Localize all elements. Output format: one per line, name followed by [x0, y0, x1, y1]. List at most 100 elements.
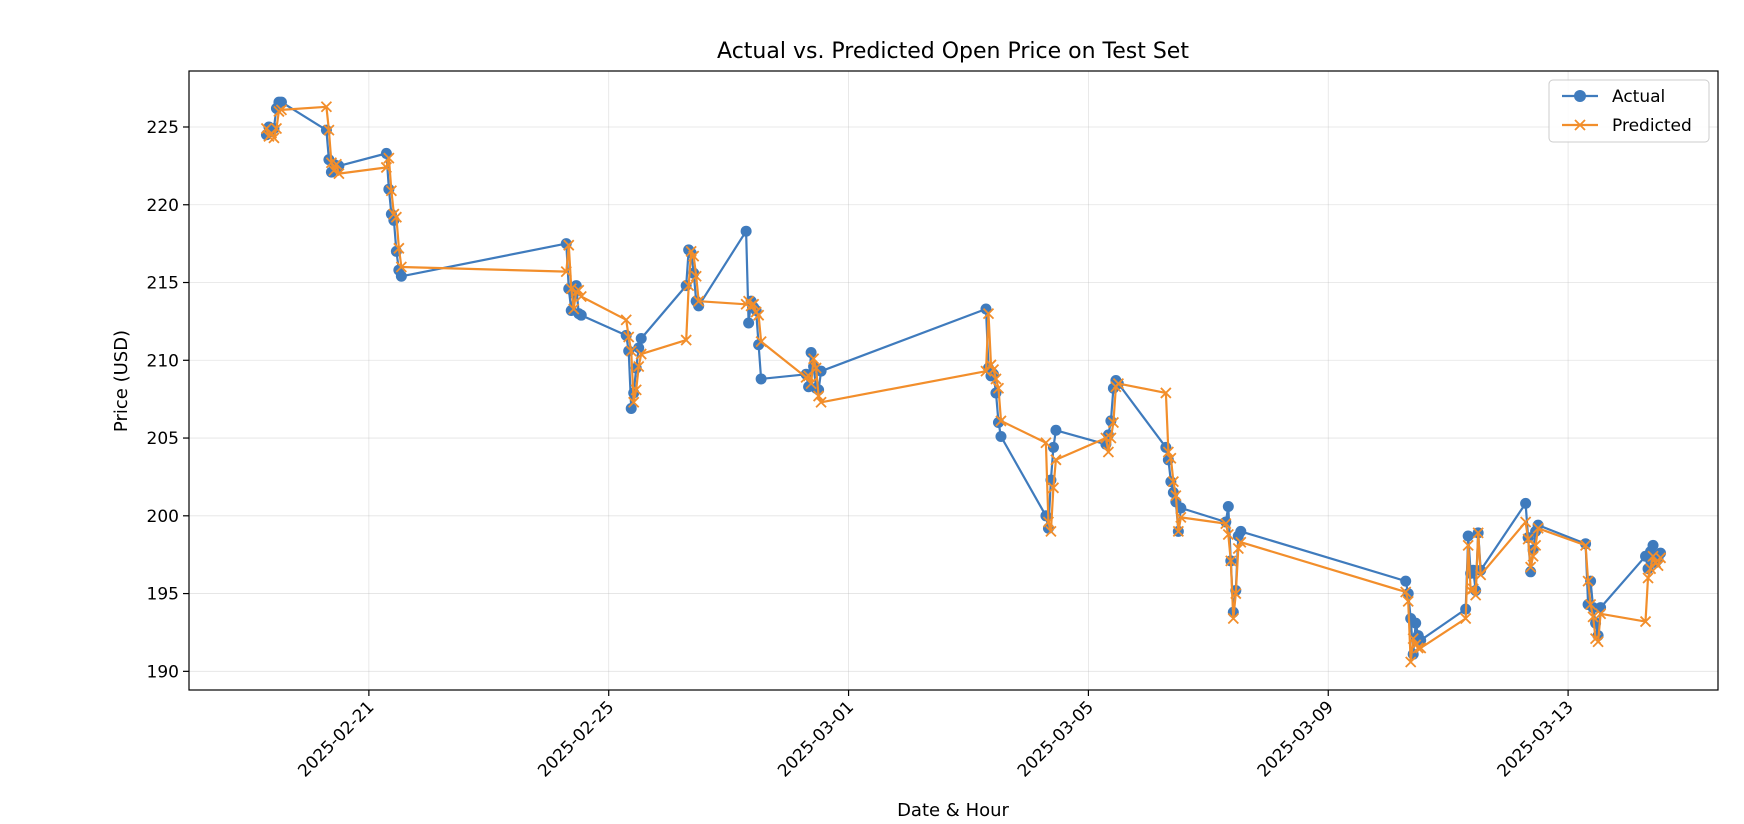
- series-actual: [260, 96, 1667, 660]
- y-axis: 190 195 200 205 210 215 220 225: [147, 118, 189, 682]
- data-point: [1407, 633, 1419, 645]
- data-point: [1227, 612, 1239, 625]
- series-layer: [260, 96, 1667, 668]
- data-point: [990, 373, 1002, 385]
- data-point: [992, 382, 1005, 394]
- data-point: [1235, 536, 1247, 548]
- y-tick-label: 200: [147, 507, 179, 527]
- data-point: [393, 242, 405, 254]
- data-point: [385, 185, 398, 197]
- data-point: [268, 132, 280, 144]
- data-point: [1112, 377, 1125, 390]
- data-point: [1412, 642, 1424, 654]
- data-point: [807, 353, 820, 365]
- data-point: [633, 342, 645, 354]
- y-tick-label: 210: [147, 351, 179, 371]
- data-point: [1595, 602, 1607, 614]
- data-point: [980, 303, 992, 315]
- data-point: [1400, 586, 1412, 598]
- x-tick-label: 2025-03-13: [1494, 697, 1578, 781]
- x-tick-label: 2025-03-01: [774, 697, 858, 781]
- x-tick-label: 2025-03-05: [1014, 697, 1098, 781]
- data-point: [623, 331, 635, 343]
- data-point: [1470, 589, 1482, 601]
- data-point: [1230, 587, 1242, 600]
- data-point: [755, 335, 767, 348]
- data-point: [1225, 555, 1237, 567]
- data-point: [563, 239, 575, 251]
- data-point: [680, 334, 692, 346]
- data-point: [1582, 575, 1594, 587]
- y-tick-label: 195: [147, 585, 179, 605]
- data-point: [1400, 575, 1412, 587]
- data-point: [1220, 517, 1232, 530]
- data-point: [1652, 559, 1664, 572]
- data-point: [1107, 416, 1120, 429]
- data-point: [755, 373, 767, 385]
- data-point: [805, 377, 817, 390]
- data-point: [1592, 636, 1604, 648]
- data-point: [625, 345, 637, 357]
- data-point: [1050, 424, 1062, 436]
- data-point: [1235, 525, 1247, 537]
- data-point: [1642, 572, 1654, 584]
- data-point: [573, 284, 585, 296]
- data-point: [805, 347, 817, 359]
- data-point: [635, 333, 647, 345]
- y-tick-label: 215: [147, 274, 179, 294]
- legend-marker: [1574, 119, 1586, 131]
- data-point: [815, 396, 827, 408]
- data-point: [1167, 475, 1179, 488]
- data-point: [1584, 598, 1597, 611]
- data-point: [620, 314, 632, 326]
- series-predicted: [260, 101, 1667, 668]
- data-point: [1040, 437, 1052, 449]
- data-point: [1050, 454, 1062, 466]
- data-point: [275, 96, 287, 108]
- data-point: [812, 390, 825, 402]
- data-point: [1220, 516, 1232, 528]
- legend-entry-predicted: Predicted: [1562, 116, 1692, 136]
- y-tick-label: 220: [147, 196, 179, 216]
- x-axis-label: Date & Hour: [897, 800, 1009, 821]
- data-point: [390, 211, 403, 223]
- data-point: [1587, 611, 1599, 623]
- data-point: [747, 298, 760, 310]
- x-axis: 2025-02-21 2025-02-25 2025-03-01 2025-03-05…: [294, 690, 1578, 781]
- data-point: [380, 147, 392, 159]
- data-point: [395, 261, 407, 273]
- data-point: [1165, 452, 1177, 464]
- data-point: [1579, 539, 1592, 551]
- data-point: [1160, 387, 1172, 399]
- data-point: [1042, 516, 1055, 528]
- data-point: [1527, 550, 1539, 562]
- data-point: [1594, 608, 1607, 620]
- data-point: [1462, 530, 1474, 542]
- data-point: [1105, 432, 1117, 444]
- data-point: [1172, 525, 1184, 537]
- data-point: [575, 290, 587, 303]
- data-point: [1175, 502, 1187, 514]
- data-point: [752, 309, 765, 321]
- data-point: [1232, 542, 1244, 555]
- data-point: [683, 279, 695, 292]
- grid: [189, 71, 1718, 690]
- y-tick-label: 190: [147, 662, 179, 682]
- data-point: [1045, 525, 1057, 537]
- data-point: [383, 152, 395, 164]
- data-point: [1519, 516, 1532, 528]
- series-line: [265, 100, 1662, 656]
- data-point: [395, 270, 407, 282]
- data-point: [1639, 615, 1652, 628]
- data-point: [630, 384, 642, 396]
- data-point: [1472, 527, 1484, 539]
- data-point: [628, 396, 640, 408]
- data-point: [1047, 441, 1059, 453]
- data-point: [1467, 583, 1479, 595]
- data-point: [633, 360, 645, 373]
- data-point: [1532, 522, 1544, 534]
- plot-frame: [188, 70, 1719, 691]
- data-point: [1475, 569, 1487, 581]
- data-point: [995, 415, 1007, 427]
